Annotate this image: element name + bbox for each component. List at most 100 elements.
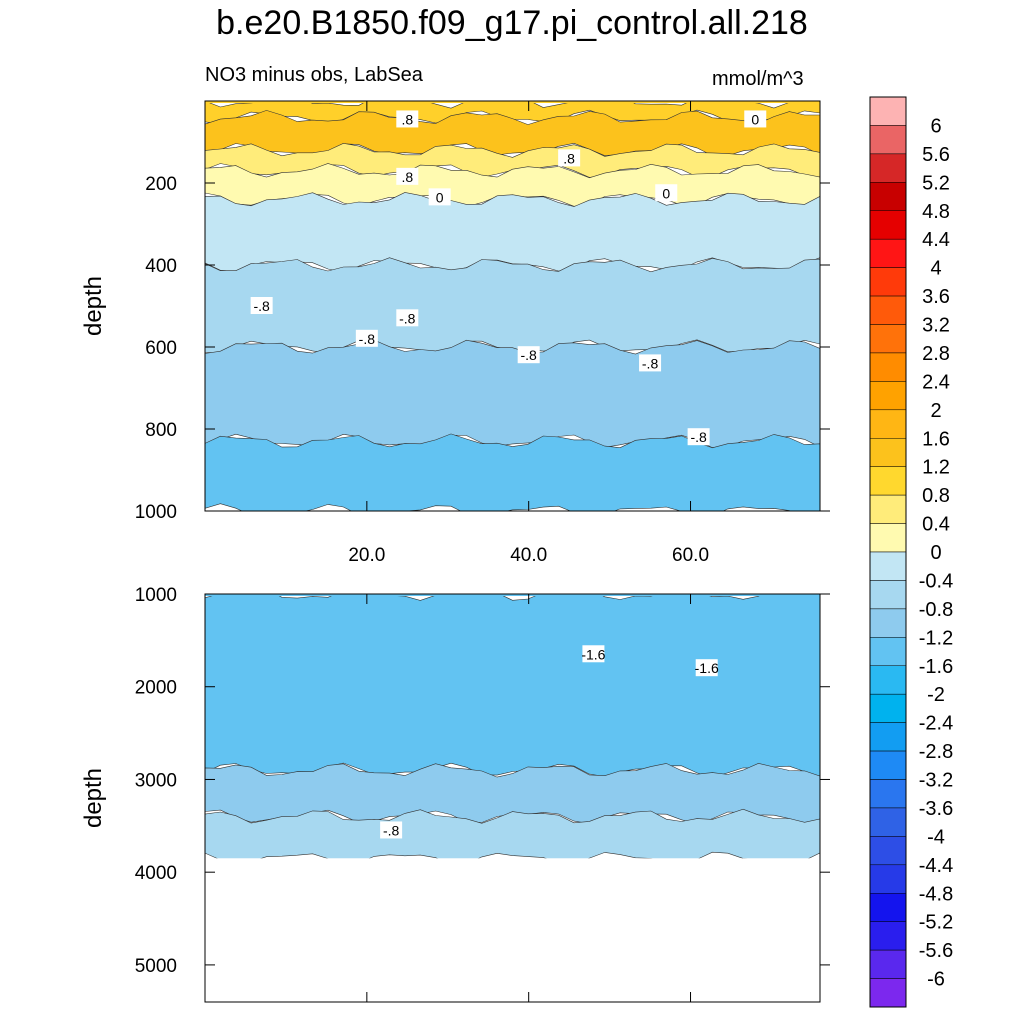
upper-contour-label-text: .8 [401,111,413,127]
variable-subtitle: NO3 minus obs, LabSea [205,64,423,86]
lower-ytick-label: 4000 [135,863,177,884]
colorbar-swatch [869,409,907,439]
colorbar-label: -5.2 [919,912,953,934]
lower-frame [204,593,821,1003]
upper-xtick-label: 60.0 [672,545,709,566]
upper-contour-label-bg [517,346,540,364]
colorbar-swatch [869,807,907,837]
colorbar-swatch [869,523,907,553]
upper-contour-label-text: 0 [751,111,759,127]
colorbar-swatch [869,438,907,467]
colorbar-swatch [869,352,907,382]
colorbar-label: 2.4 [922,371,950,393]
upper-ytick-label: 400 [145,256,177,277]
colorbar-label: 2.8 [922,343,950,365]
plot-title: b.e20.B1850.f09_g17.pi_control.all.218 [216,4,808,42]
lower-contour-label-bg [695,659,718,677]
colorbar-swatch [869,608,907,638]
lower-ytick-label: 5000 [135,956,177,977]
lower-contour-label-text: -1.6 [695,660,719,676]
colorbar-swatch [869,949,907,979]
lower-ylabel: depth [80,768,107,828]
colorbar-swatch [869,580,907,610]
upper-frame [204,100,821,512]
upper-contour-label: .8 [396,167,419,185]
colorbar-label: 0.8 [922,485,950,507]
upper-contour-label-bg [396,167,419,185]
upper-contour-label-bg [396,110,419,128]
colorbar-swatch [869,381,907,411]
colorbar-label: -5.6 [919,940,953,962]
lower-band-top [205,594,820,596]
colorbar-label: -4.4 [919,855,953,877]
upper-contour-label-text: .8 [563,150,575,166]
upper-band-7 [205,433,820,511]
colorbar-swatch [869,921,907,951]
lower-contour-label-text: -1.6 [581,646,605,662]
upper-contour-label: -.8 [639,354,662,372]
colorbar-label: 5.2 [922,172,950,194]
upper-contour-label: .8 [396,110,419,128]
lower-ytick-label: 3000 [135,770,177,791]
upper-contour-label-text: -.8 [399,310,416,326]
lower-contour-label-bg [582,645,605,663]
colorbar-label: 3.2 [922,315,950,337]
colorbar-swatch [869,722,907,752]
colorbar-frame [869,96,907,1008]
upper-band-6 [205,339,820,448]
colorbar-label: 4 [930,258,941,280]
colorbar-label: -3.2 [919,770,953,792]
colorbar-swatch [869,637,907,666]
colorbar-swatch [869,665,907,695]
colorbar-swatch [869,295,907,325]
colorbar-swatch [869,750,907,780]
colorbar-swatch [869,864,907,894]
colorbar-label: 0 [930,542,941,564]
colorbar-label: 1.2 [922,457,950,479]
colorbar-swatch [869,324,907,354]
upper-contour-label-bg [655,184,678,202]
upper-xtick-label: 40.0 [510,545,547,566]
upper-contour-label: -.8 [396,309,419,327]
lower-ytick-label: 2000 [135,678,177,699]
upper-contour-label-text: -.8 [690,429,707,445]
lower-contour-label-bg [380,821,403,839]
upper-contour-label: 0 [428,188,451,206]
lower-ytick-label: 1000 [135,585,177,606]
upper-contour-label-text: 0 [436,189,444,205]
colorbar-label: -0.8 [919,599,953,621]
colorbar-label: -6 [927,969,945,991]
lower-band-2 [205,808,820,866]
colorbar-swatch [869,893,907,922]
upper-ytick-label: 200 [145,174,177,195]
upper-contour-label-bg [250,297,273,314]
upper-band-top [205,101,820,103]
colorbar-label: 2 [930,400,941,422]
units-label: mmol/m^3 [712,68,804,90]
upper-ylabel: depth [80,276,107,336]
upper-contour-label: .8 [558,149,581,167]
upper-contour-label: -.8 [687,428,710,446]
lower-panel: 1000 2000 3000 4000 5000 depth -1.6 -1.6 -.8 [80,585,830,1003]
colorbar-label: -1.2 [919,627,953,649]
upper-contour-label-bg [687,428,710,446]
lower-contour-label: -.8 [380,821,403,839]
lower-contour-label: -1.6 [695,659,719,677]
colorbar-swatch [869,693,907,723]
colorbar-swatch [869,125,907,155]
upper-contour-label-text: -.8 [521,347,538,363]
colorbar-swatch [869,779,907,809]
upper-contour-label-bg [355,329,378,347]
colorbar-swatch [869,96,907,126]
upper-contour-label-bg [639,354,662,372]
colorbar-label: 5.6 [922,144,950,166]
upper-contour-label-text: 0 [662,185,670,201]
upper-panel: 200 400 600 800 1000 depth .8 .8 .8 0 0 0 -.8 -.8 -.8 -… [80,100,830,566]
colorbar-label: -4 [927,826,945,848]
colorbar-label: 6 [930,115,941,137]
upper-contour-label-text: -.8 [253,298,270,314]
colorbar-swatch [869,210,907,240]
colorbar-label: 1.6 [922,428,950,450]
lower-contour-label: -1.6 [581,645,606,663]
colorbar-label: -4.8 [919,883,953,905]
